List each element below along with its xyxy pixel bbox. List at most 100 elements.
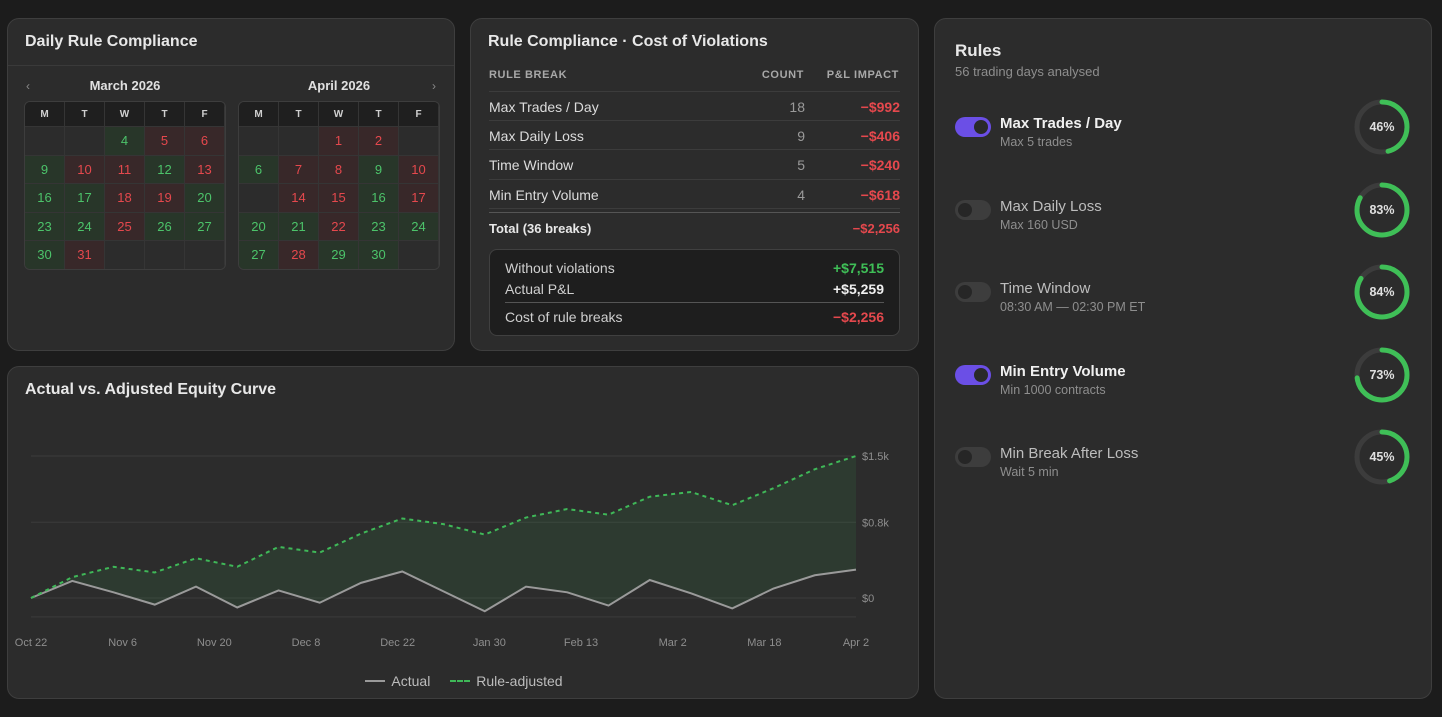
calendar-day[interactable]: 24 — [399, 211, 439, 240]
rule-item: Max Daily Loss Max 160 USD 83% — [955, 182, 1415, 248]
rule-toggle[interactable] — [955, 364, 991, 385]
violation-row[interactable]: Time Window 5 −$240 — [489, 150, 900, 180]
calendar-empty-cell — [279, 126, 319, 155]
calendar-day[interactable]: 20 — [185, 183, 225, 212]
rule-name: Time Window — [1000, 280, 1091, 297]
ring-progress — [1354, 429, 1410, 485]
calendar-day[interactable]: 6 — [185, 126, 225, 155]
x-tick-label: Jan 30 — [473, 637, 506, 649]
calendar-day[interactable]: 7 — [279, 154, 319, 183]
rule-toggle[interactable] — [955, 282, 991, 302]
calendar-day[interactable]: 20 — [239, 211, 279, 240]
calendar-day[interactable]: 8 — [319, 154, 359, 183]
calendar-day[interactable]: 22 — [319, 211, 359, 240]
calendar-day[interactable]: 10 — [65, 154, 105, 183]
x-tick-label: Mar 2 — [659, 637, 687, 649]
calendar-day[interactable]: 30 — [359, 240, 399, 269]
calendar-day[interactable]: 15 — [319, 183, 359, 212]
legend-label-actual: Actual — [391, 673, 431, 689]
month-label-march: March 2026 — [89, 78, 161, 93]
legend-label-adjusted: Rule-adjusted — [476, 673, 563, 689]
calendar-day[interactable]: 26 — [145, 211, 185, 240]
calendar-day[interactable]: 24 — [65, 211, 105, 240]
calendar-day[interactable]: 1 — [319, 126, 359, 155]
col-header-count: COUNT — [761, 69, 804, 81]
calendar-day[interactable]: 13 — [185, 154, 225, 183]
calendar-day[interactable]: 10 — [399, 154, 439, 183]
rule-description: Wait 5 min — [1000, 465, 1059, 479]
actual-value: +$5,259 — [833, 281, 884, 297]
calendar-day[interactable]: 4 — [105, 126, 145, 155]
without-label: Without violations — [505, 260, 615, 276]
calendar-day[interactable]: 27 — [239, 240, 279, 269]
calendar-day[interactable]: 30 — [25, 240, 65, 269]
weekday-header: M — [239, 102, 279, 126]
calendar-day[interactable]: 28 — [279, 240, 319, 269]
violation-row[interactable]: Max Trades / Day 18 −$992 — [489, 91, 900, 121]
actual-label: Actual P&L — [505, 281, 575, 297]
pnl-summary-box: Without violations +$7,515 Actual P&L +$… — [489, 249, 900, 336]
next-month-arrow-icon[interactable]: › — [432, 79, 436, 93]
rule-item: Max Trades / Day Max 5 trades 46% — [955, 99, 1415, 165]
rule-item: Min Break After Loss Wait 5 min 45% — [955, 429, 1415, 495]
col-header-rule: RULE BREAK — [489, 69, 568, 81]
toggle-knob — [974, 367, 988, 382]
rule-description: Max 160 USD — [1000, 217, 1078, 232]
calendar-day[interactable]: 27 — [185, 211, 225, 240]
x-tick-label: Nov 20 — [197, 637, 232, 649]
rule-toggle[interactable] — [955, 447, 991, 467]
ring-progress — [1354, 347, 1410, 402]
rule-name: Min Break After Loss — [1000, 445, 1139, 462]
total-value: −$2,256 — [852, 221, 900, 236]
calendar-day[interactable]: 12 — [145, 154, 185, 183]
calendar-empty-cell — [65, 126, 105, 155]
calendar-day[interactable]: 9 — [359, 154, 399, 183]
rule-toggle[interactable] — [955, 199, 991, 220]
calendar-day[interactable]: 29 — [319, 240, 359, 269]
calendar-day[interactable]: 23 — [25, 211, 65, 240]
prev-month-arrow-icon[interactable]: ‹ — [26, 79, 30, 93]
legend-item-adjusted[interactable]: Rule-adjusted — [450, 673, 563, 689]
total-row: Total (36 breaks) −$2,256 — [489, 212, 900, 238]
violation-row[interactable]: Min Entry Volume 4 −$618 — [489, 180, 900, 209]
rule-break-count: 5 — [797, 157, 805, 173]
card-title: Actual vs. Adjusted Equity Curve — [25, 381, 277, 398]
card-title: Daily Rule Compliance — [25, 33, 198, 50]
calendar-day[interactable]: 17 — [399, 183, 439, 212]
legend-item-actual[interactable]: Actual — [365, 673, 430, 689]
calendar-day[interactable]: 16 — [25, 183, 65, 212]
calendar-day[interactable]: 25 — [105, 211, 145, 240]
equity-chart: $1.5k $0.8k $0 Oct 22 Nov 6 Nov 20 Dec 8 Dec 22… — [15, 451, 890, 649]
rule-toggle[interactable] — [955, 117, 991, 137]
x-tick-label: Nov 6 — [108, 637, 137, 649]
rule-break-name: Max Daily Loss — [489, 127, 584, 144]
calendar-day[interactable]: 23 — [359, 211, 399, 240]
calendar-day[interactable]: 21 — [279, 211, 319, 240]
calendar-day[interactable]: 18 — [105, 183, 145, 212]
weekday-header: W — [105, 102, 145, 126]
calendar-day[interactable]: 19 — [145, 183, 185, 212]
compliance-ring — [1354, 347, 1410, 402]
calendar-day[interactable]: 5 — [145, 126, 185, 155]
calendar-day[interactable]: 9 — [25, 154, 65, 183]
calendar-day[interactable]: 6 — [239, 154, 279, 183]
calendar-day[interactable]: 14 — [279, 183, 319, 212]
violation-row[interactable]: Max Daily Loss 9 −$406 — [489, 121, 900, 150]
ring-progress — [1354, 182, 1410, 237]
rule-name: Max Trades / Day — [1000, 115, 1122, 132]
toggle-knob — [958, 285, 972, 299]
calendar-day[interactable]: 2 — [359, 126, 399, 155]
calendar-day[interactable]: 16 — [359, 183, 399, 212]
calendar-empty-cell — [185, 240, 225, 269]
without-value: +$7,515 — [833, 260, 884, 276]
x-tick-label: Apr 2 — [843, 637, 869, 649]
x-tick-label: Dec 22 — [380, 637, 415, 649]
calendar-day[interactable]: 11 — [105, 154, 145, 183]
rule-break-name: Min Entry Volume — [489, 186, 599, 203]
toggle-knob — [974, 120, 988, 134]
legend-swatch-adjusted — [450, 680, 471, 682]
rule-item: Time Window 08:30 AM — 02:30 PM ET 84% — [955, 264, 1415, 330]
calendar-day[interactable]: 31 — [65, 240, 105, 269]
weekday-header: T — [145, 102, 185, 126]
calendar-day[interactable]: 17 — [65, 183, 105, 212]
